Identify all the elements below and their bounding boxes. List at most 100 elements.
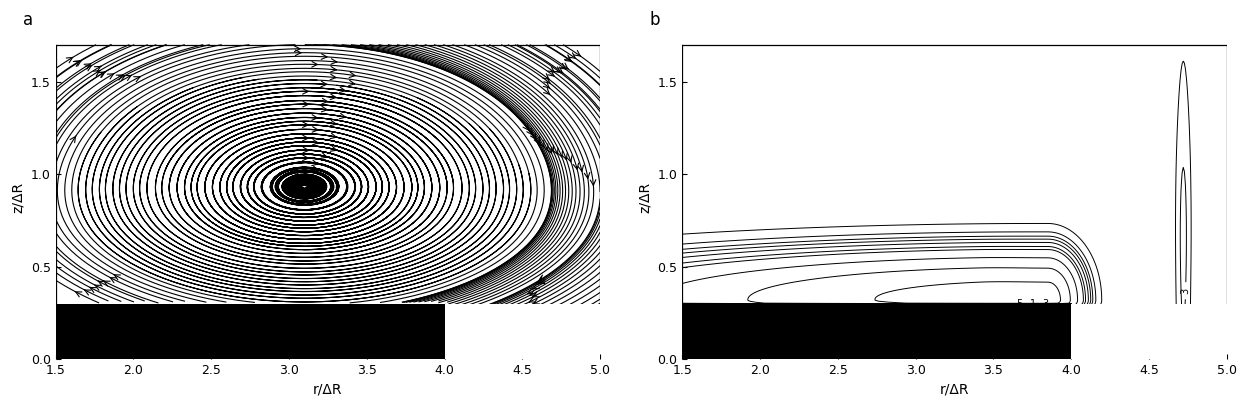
FancyArrowPatch shape [295, 46, 301, 51]
FancyArrowPatch shape [312, 127, 318, 132]
FancyArrowPatch shape [547, 147, 552, 153]
FancyArrowPatch shape [97, 72, 105, 78]
FancyArrowPatch shape [569, 342, 575, 347]
FancyArrowPatch shape [554, 67, 560, 73]
FancyArrowPatch shape [312, 62, 317, 67]
FancyArrowPatch shape [558, 151, 563, 157]
FancyArrowPatch shape [134, 77, 140, 82]
FancyArrowPatch shape [565, 56, 572, 62]
Y-axis label: z/ΔR: z/ΔR [11, 182, 25, 213]
Text: 3: 3 [1042, 299, 1048, 309]
FancyArrowPatch shape [75, 292, 82, 297]
FancyArrowPatch shape [331, 120, 336, 126]
FancyArrowPatch shape [543, 73, 549, 80]
FancyArrowPatch shape [562, 63, 568, 69]
X-axis label: r/ΔR: r/ΔR [940, 383, 970, 397]
FancyArrowPatch shape [296, 50, 301, 55]
Text: a: a [22, 11, 32, 29]
FancyArrowPatch shape [94, 71, 100, 76]
FancyArrowPatch shape [533, 299, 539, 304]
FancyArrowPatch shape [125, 75, 131, 80]
FancyArrowPatch shape [99, 72, 105, 77]
Text: 1: 1 [1030, 299, 1036, 309]
FancyArrowPatch shape [90, 287, 96, 293]
FancyArrowPatch shape [349, 72, 356, 78]
FancyArrowPatch shape [535, 136, 540, 144]
FancyArrowPatch shape [85, 65, 92, 71]
FancyArrowPatch shape [530, 332, 537, 337]
FancyArrowPatch shape [331, 67, 337, 72]
Bar [55, 304, 444, 359]
Y-axis label: z/ΔR: z/ΔR [638, 182, 651, 213]
FancyArrowPatch shape [312, 115, 317, 120]
FancyArrowPatch shape [539, 275, 545, 281]
FancyArrowPatch shape [114, 275, 121, 280]
FancyArrowPatch shape [302, 89, 308, 94]
FancyArrowPatch shape [75, 61, 81, 66]
FancyArrowPatch shape [527, 129, 533, 135]
FancyArrowPatch shape [584, 173, 590, 178]
FancyArrowPatch shape [530, 304, 537, 309]
FancyArrowPatch shape [543, 82, 550, 89]
FancyArrowPatch shape [548, 71, 554, 76]
Text: 1: 1 [1184, 346, 1194, 352]
FancyArrowPatch shape [555, 335, 562, 341]
FancyArrowPatch shape [74, 61, 80, 67]
FancyArrowPatch shape [524, 321, 530, 326]
FancyArrowPatch shape [533, 292, 539, 297]
FancyArrowPatch shape [548, 67, 554, 73]
FancyArrowPatch shape [562, 153, 567, 160]
FancyArrowPatch shape [312, 160, 318, 166]
FancyArrowPatch shape [303, 101, 308, 107]
FancyArrowPatch shape [528, 310, 534, 315]
FancyArrowPatch shape [110, 277, 116, 283]
Text: b: b [650, 11, 660, 29]
FancyArrowPatch shape [331, 146, 337, 151]
FancyArrowPatch shape [529, 324, 535, 329]
FancyArrowPatch shape [533, 284, 539, 289]
FancyArrowPatch shape [66, 57, 72, 63]
FancyArrowPatch shape [306, 177, 312, 183]
FancyArrowPatch shape [298, 181, 305, 186]
FancyArrowPatch shape [104, 281, 110, 286]
FancyArrowPatch shape [539, 333, 545, 338]
FancyArrowPatch shape [331, 74, 336, 80]
FancyArrowPatch shape [331, 94, 336, 100]
FancyArrowPatch shape [559, 63, 565, 69]
FancyArrowPatch shape [543, 144, 548, 151]
FancyArrowPatch shape [302, 135, 308, 141]
FancyArrowPatch shape [590, 180, 595, 185]
FancyArrowPatch shape [116, 75, 122, 80]
FancyArrowPatch shape [528, 289, 534, 294]
FancyArrowPatch shape [553, 148, 558, 154]
FancyArrowPatch shape [549, 335, 555, 340]
FancyArrowPatch shape [530, 133, 537, 140]
FancyArrowPatch shape [562, 341, 568, 347]
FancyArrowPatch shape [312, 166, 318, 171]
FancyArrowPatch shape [339, 87, 346, 93]
Bar [444, 304, 600, 359]
Bar [683, 304, 1071, 359]
FancyArrowPatch shape [530, 290, 537, 295]
FancyArrowPatch shape [321, 54, 327, 60]
FancyArrowPatch shape [569, 53, 575, 59]
FancyArrowPatch shape [578, 165, 584, 171]
FancyArrowPatch shape [84, 64, 91, 69]
FancyArrowPatch shape [544, 89, 550, 95]
FancyArrowPatch shape [322, 98, 328, 104]
FancyArrowPatch shape [302, 122, 308, 127]
FancyArrowPatch shape [312, 140, 318, 145]
FancyArrowPatch shape [303, 147, 308, 153]
FancyArrowPatch shape [321, 81, 327, 87]
FancyArrowPatch shape [573, 163, 579, 169]
Bar [1071, 304, 1227, 359]
FancyArrowPatch shape [85, 290, 91, 295]
FancyArrowPatch shape [303, 174, 311, 179]
FancyArrowPatch shape [529, 297, 535, 302]
FancyArrowPatch shape [99, 281, 105, 286]
FancyArrowPatch shape [293, 170, 300, 176]
FancyArrowPatch shape [321, 153, 327, 158]
FancyArrowPatch shape [538, 279, 545, 284]
FancyArrowPatch shape [548, 145, 554, 153]
FancyArrowPatch shape [523, 124, 529, 131]
